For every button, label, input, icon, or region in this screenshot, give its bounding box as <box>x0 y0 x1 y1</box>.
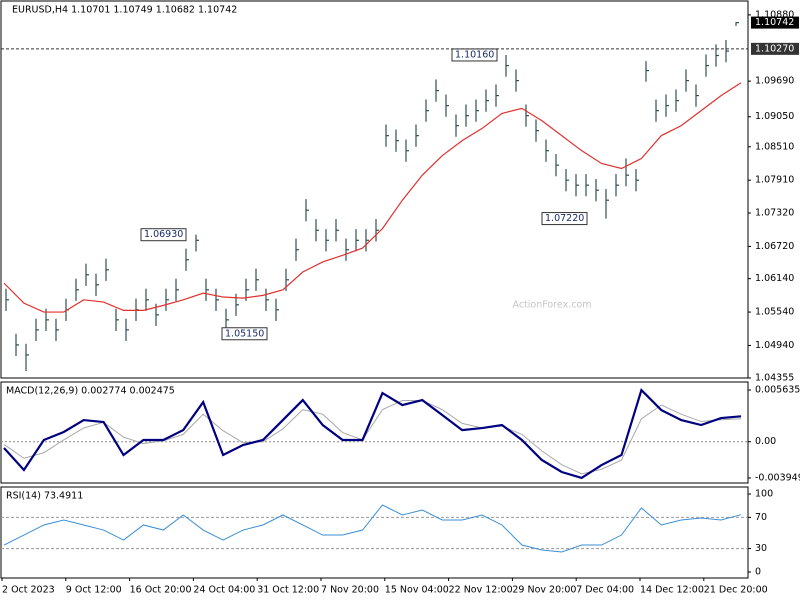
moving-average <box>3 82 742 313</box>
annotation-box <box>221 327 268 341</box>
x-tick-label: 31 Oct 12:00 <box>257 585 319 596</box>
annotation-box <box>541 212 588 226</box>
x-tick-label: 7 Dec 04:00 <box>576 585 634 596</box>
y-tick-label: 1.06140 <box>755 273 794 284</box>
watermark: ActionForex.com <box>513 300 592 311</box>
panel-title: RSI(14) 73.4911 <box>6 491 83 502</box>
y-tick-label: 0 <box>755 566 761 577</box>
macd-line <box>3 387 742 480</box>
x-tick-label: 24 Oct 04:00 <box>193 585 255 596</box>
y-tick-label: 1.07910 <box>755 175 794 186</box>
x-tick-label: 14 Dec 12:00 <box>640 585 704 596</box>
x-tick-label: 22 Nov 12:00 <box>449 585 513 596</box>
annotation-label: 1.07220 <box>545 213 584 224</box>
y-tick-label: 1.04940 <box>755 340 794 351</box>
annotation-label: 1.10160 <box>455 49 494 60</box>
y-tick-label: 70 <box>755 512 767 523</box>
y-tick-label: -0.003949 <box>755 472 800 483</box>
panel-border <box>0 486 749 579</box>
y-tick-label: 1.04355 <box>755 373 794 384</box>
y-tick-label: 1.10880 <box>755 9 794 20</box>
y-tick-label: 1.06720 <box>755 241 794 252</box>
rsi-line <box>3 504 742 553</box>
y-tick-label: 1.09690 <box>755 76 794 87</box>
last-price-box <box>751 16 799 29</box>
y-tick-label: 100 <box>755 489 773 500</box>
last-price-label: 1.10742 <box>755 17 794 28</box>
annotation-label: 1.05150 <box>225 328 264 339</box>
signal-line <box>3 399 742 475</box>
x-tick-label: 16 Oct 20:00 <box>130 585 192 596</box>
panel-border <box>0 381 749 484</box>
x-tick-label: 21 Dec 20:00 <box>704 585 768 596</box>
y-tick-label: 0.00 <box>755 436 776 447</box>
annotation-label: 1.06930 <box>144 229 183 240</box>
price-line-label: 1.10270 <box>755 43 794 54</box>
x-tick-label: 9 Oct 12:00 <box>66 585 122 596</box>
y-tick-label: 1.05540 <box>755 307 794 318</box>
x-tick-label: 29 Nov 20:00 <box>512 585 576 596</box>
panel-title: EURUSD,H4 1.10701 1.10749 1.10682 1.1074… <box>12 5 237 16</box>
y-tick-label: 1.09050 <box>755 111 794 122</box>
y-tick-label: 1.07320 <box>755 208 794 219</box>
x-tick-label: 2 Oct 2023 <box>2 585 55 596</box>
price-line-box <box>751 42 799 55</box>
y-tick-label: 0.005635 <box>755 385 800 396</box>
panel-border <box>0 0 749 379</box>
annotation-box <box>451 48 498 62</box>
x-tick-label: 7 Nov 20:00 <box>321 585 379 596</box>
panel-title: MACD(12,26,9) 0.002774 0.002475 <box>6 386 175 397</box>
annotation-box <box>140 228 187 242</box>
y-tick-label: 30 <box>755 543 767 554</box>
x-tick-label: 15 Nov 04:00 <box>385 585 449 596</box>
y-tick-label: 1.08510 <box>755 141 794 152</box>
